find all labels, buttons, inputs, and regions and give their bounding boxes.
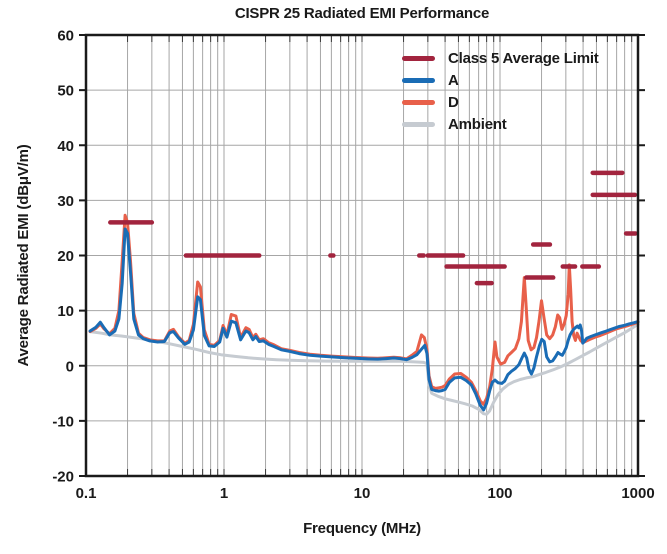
- plot-frame: [84, 33, 640, 478]
- y-tick-label: -10: [52, 413, 74, 430]
- x-tick-label: 0.1: [76, 485, 97, 502]
- class5-limit-line: [108, 170, 638, 286]
- y-tick-label: 20: [57, 248, 74, 265]
- x-tick-labels: 0.1 1 10 100 1000: [76, 485, 655, 502]
- legend-label: A: [448, 71, 459, 89]
- legend: Class 5 Average Limit A D Ambient: [402, 47, 599, 135]
- y-tick-label: 10: [57, 303, 74, 320]
- y-tick-label: 60: [57, 28, 74, 45]
- series-a-line: [88, 227, 640, 412]
- y-tick-label: 30: [57, 193, 74, 210]
- series-d-swatch: [402, 99, 435, 105]
- legend-item-class5-limit: Class 5 Average Limit: [402, 47, 599, 69]
- x-tick-label: 10: [354, 485, 371, 502]
- chart-title: CISPR 25 Radiated EMI Performance: [234, 5, 490, 22]
- x-tick-label: 100: [487, 485, 512, 502]
- y-tick-label: -20: [52, 469, 74, 486]
- series-d-line: [88, 213, 640, 406]
- x-axis-label: Frequency (MHz): [303, 520, 421, 537]
- ambient-line: [88, 322, 640, 416]
- x-tick-label: 1000: [621, 485, 654, 502]
- y-tick-label: 50: [57, 83, 74, 100]
- legend-item-ambient: Ambient: [402, 113, 599, 135]
- y-tick-label: 0: [66, 358, 74, 375]
- class5-limit-swatch: [402, 55, 435, 61]
- legend-item-a: A: [402, 69, 599, 91]
- y-tick-label: 40: [57, 138, 74, 155]
- legend-item-d: D: [402, 91, 599, 113]
- legend-label: Ambient: [448, 115, 507, 133]
- x-tick-label: 1: [220, 485, 228, 502]
- y-tick-labels: 60 50 40 30 20 10 0 -10 -20: [52, 28, 74, 486]
- legend-label: Class 5 Average Limit: [448, 49, 599, 67]
- series-a-swatch: [402, 77, 435, 83]
- gridlines: [86, 35, 638, 476]
- ambient-swatch: [402, 121, 435, 127]
- legend-label: D: [448, 93, 459, 111]
